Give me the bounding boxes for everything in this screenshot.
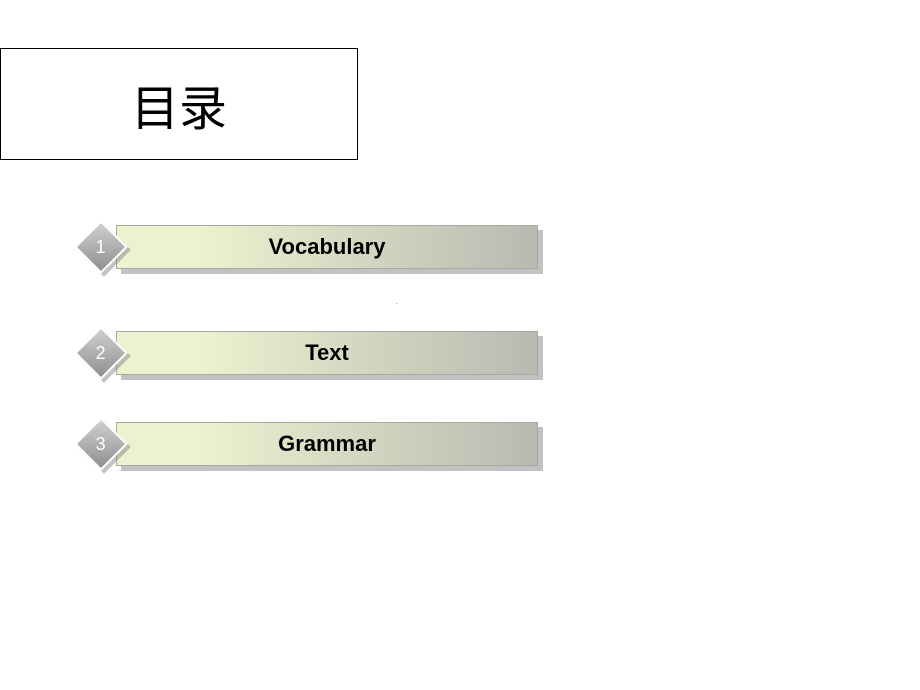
menu-bar[interactable]: Grammar bbox=[116, 422, 538, 466]
title-text: 目录 bbox=[131, 69, 227, 139]
menu-bar[interactable]: Text bbox=[116, 331, 538, 375]
menu-label: Text bbox=[305, 340, 349, 366]
dot-decor: · bbox=[395, 298, 398, 309]
diamond-number: 3 bbox=[96, 433, 106, 454]
diamond-number: 1 bbox=[96, 236, 106, 257]
menu-label: Vocabulary bbox=[269, 234, 386, 260]
title-box: 目录 bbox=[0, 48, 358, 160]
diamond-number: 2 bbox=[96, 342, 106, 363]
menu-label: Grammar bbox=[278, 431, 376, 457]
menu-bar[interactable]: Vocabulary bbox=[116, 225, 538, 269]
